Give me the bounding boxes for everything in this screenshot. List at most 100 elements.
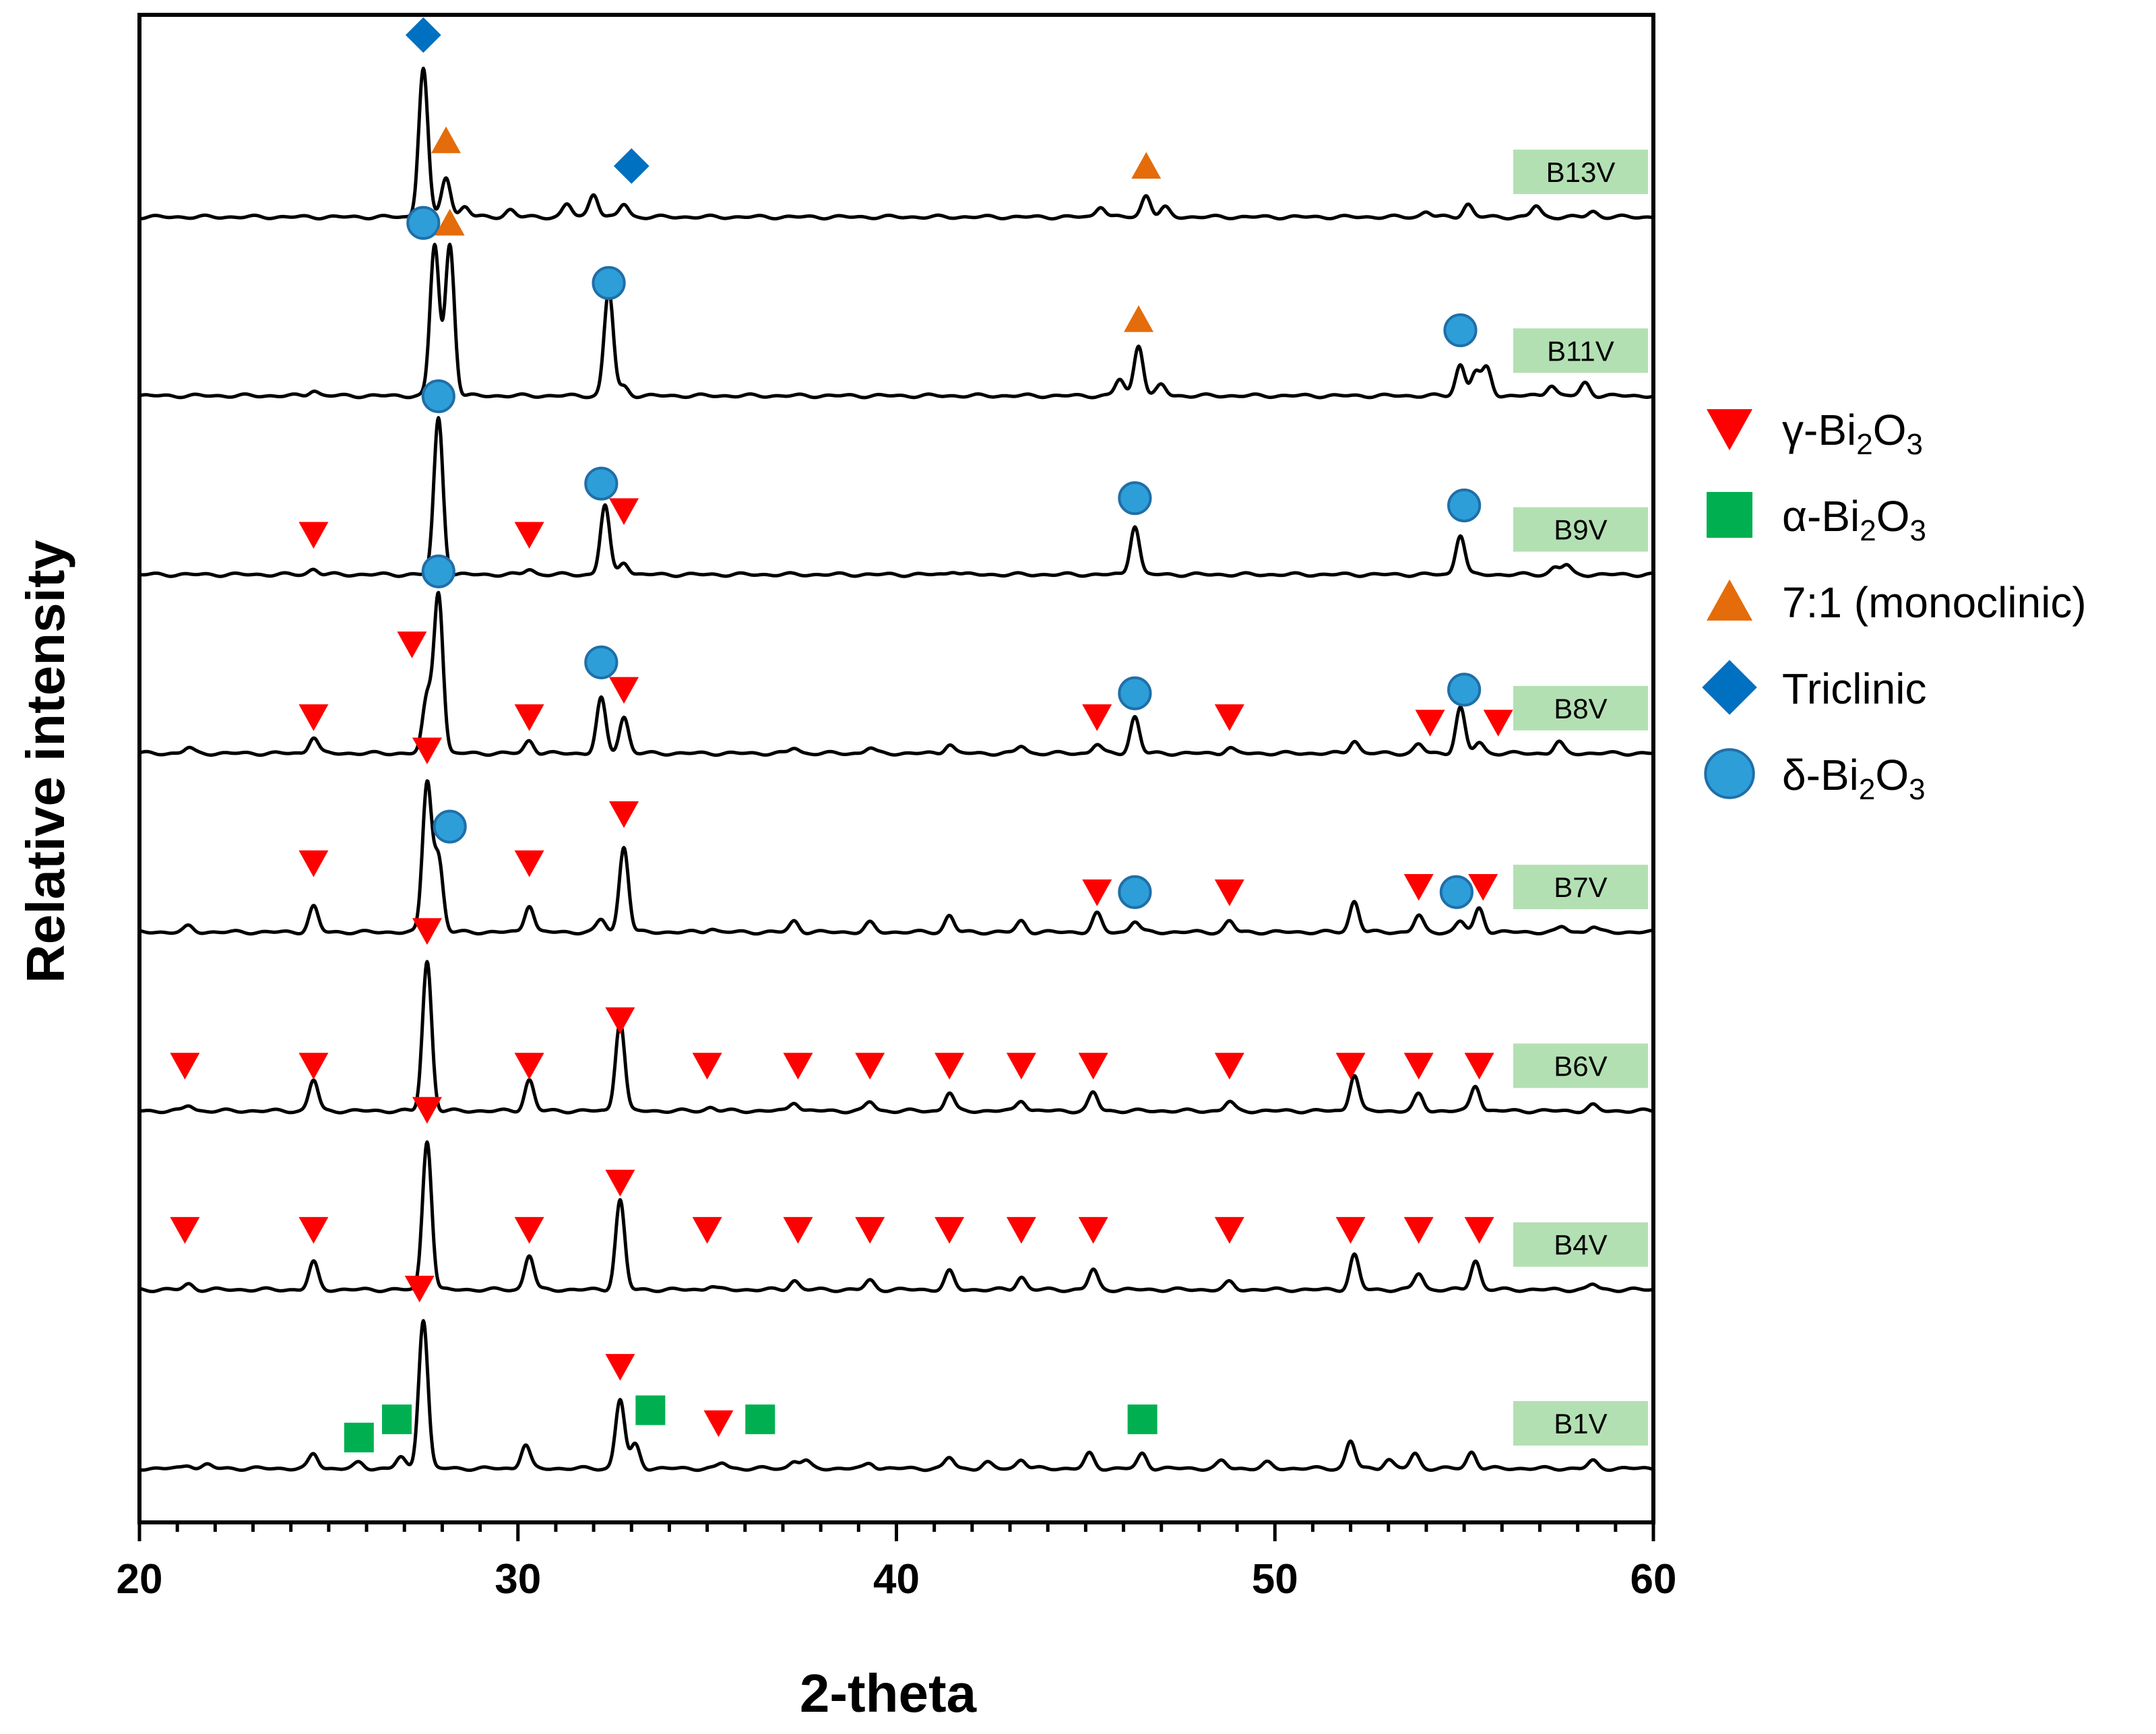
marker-gamma-b7v [609,801,639,828]
marker-monoclinic-b13v [1131,152,1162,179]
x-tick-label-20: 20 [117,1556,163,1603]
marker-gamma-b4v [855,1216,885,1244]
marker-gamma-b9v [298,522,329,549]
marker-alpha-b1v [635,1395,666,1425]
sample-label-box-b13v [1513,150,1648,194]
marker-gamma-b8v [514,704,544,731]
marker-gamma-b4v [692,1216,722,1244]
sample-label-b8v: B8V [1554,693,1607,724]
marker-gamma-b6v [1078,1053,1108,1080]
marker-gamma-b4v [298,1216,329,1244]
marker-delta-b9v [1447,488,1482,523]
sample-label-box-b1v [1513,1401,1648,1446]
marker-gamma-b9v [514,522,544,549]
trace-b7v [138,779,1655,936]
traces-group [138,66,1655,1473]
marker-gamma-b4v [934,1216,965,1244]
marker-delta-b9v [584,466,619,501]
marker-alpha-b1v [1127,1404,1158,1435]
sample-label-box-b9v [1513,507,1648,552]
legend-label-delta: δ-Bi2O3 [1782,751,1926,806]
legend-marker-monoclinic [1707,579,1752,621]
marker-gamma-b9v [609,498,639,525]
x-tick-label-60: 60 [1630,1556,1677,1603]
marker-gamma-b6v [605,1007,635,1034]
marker-delta-b7v [1118,875,1152,909]
marker-gamma-b6v [298,1053,329,1080]
trace-b9v [138,416,1655,578]
marker-monoclinic-b13v [431,126,462,154]
marker-gamma-b8v [1483,710,1513,737]
trace-b11v [138,243,1655,400]
sample-label-b6v: B6V [1554,1050,1607,1082]
marker-gamma-b8v [1415,710,1445,737]
marker-delta-b8v [584,645,619,679]
legend-label-monoclinic: 7:1 (monoclinic) [1782,578,2087,627]
sample-label-box-b6v [1513,1043,1648,1088]
marker-gamma-b7v [1214,879,1244,906]
marker-gamma-b4v [1335,1216,1366,1244]
marker-gamma-b7v [1082,879,1112,906]
marker-gamma-b6v [934,1053,965,1080]
marker-delta-b9v [1118,481,1152,516]
marker-delta-b11v [406,206,441,240]
marker-gamma-b6v [783,1053,813,1080]
marker-gamma-b7v [298,850,329,877]
marker-gamma-b7v [412,737,442,765]
marker-alpha-b1v [745,1404,775,1435]
markers-group [170,17,1513,1453]
trace-b1v [138,1319,1655,1473]
sample-label-box-b7v [1513,865,1648,910]
marker-delta-b11v [1443,313,1478,348]
marker-gamma-b4v [605,1169,635,1197]
sample-label-box-b4v [1513,1222,1648,1267]
marker-delta-b11v [592,266,626,300]
sample-label-b13v: B13V [1546,156,1616,188]
sample-label-b7v: B7V [1554,871,1607,903]
marker-gamma-b8v [1214,704,1244,731]
marker-gamma-b6v [1214,1053,1244,1080]
marker-delta-b7v [433,809,467,844]
marker-gamma-b1v [605,1354,635,1381]
marker-delta-b8v [1447,673,1482,707]
marker-gamma-b4v [1464,1216,1494,1244]
x-tick-label-30: 30 [495,1556,541,1603]
marker-gamma-b4v [514,1216,544,1244]
sample-label-b4v: B4V [1554,1229,1607,1261]
marker-gamma-b8v [397,631,427,658]
marker-triclinic-b13v [613,148,649,184]
marker-gamma-b6v [1335,1053,1366,1080]
marker-gamma-b7v [1403,873,1434,901]
marker-gamma-b4v [1078,1216,1108,1244]
sample-label-b1v: B1V [1554,1408,1607,1439]
marker-gamma-b4v [1214,1216,1244,1244]
marker-alpha-b1v [381,1404,412,1435]
marker-gamma-b8v [609,677,639,704]
sample-labels-group: B13V B11V B9V B8V B7V B6V B4V B1V [1513,150,1648,1446]
legend-marker-triclinic [1702,660,1757,715]
marker-gamma-b8v [298,704,329,731]
marker-monoclinic-b11v [435,208,465,236]
sample-label-b11v: B11V [1547,335,1614,367]
legend-label-triclinic: Triclinic [1782,664,1927,713]
marker-delta-b8v [1118,676,1152,710]
legend-label-gamma: γ-Bi2O3 [1782,406,1923,461]
marker-gamma-b6v [412,918,442,946]
marker-gamma-b6v [514,1053,544,1080]
marker-gamma-b8v [1082,704,1112,731]
marker-monoclinic-b11v [1124,305,1154,332]
marker-delta-b7v [1439,875,1473,909]
sample-label-box-b11v [1513,328,1648,373]
trace-b13v [138,66,1655,221]
marker-delta-b9v [421,379,455,414]
sample-label-b9v: B9V [1554,514,1607,546]
marker-gamma-b6v [1464,1053,1494,1080]
marker-gamma-b1v [404,1276,435,1303]
y-axis-title: Relative intensity [15,539,75,983]
marker-gamma-b4v [1403,1216,1434,1244]
x-axis-title: 2-theta [800,1663,977,1723]
trace-b8v [138,590,1655,757]
marker-alpha-b1v [344,1423,374,1453]
marker-gamma-b6v [692,1053,722,1080]
